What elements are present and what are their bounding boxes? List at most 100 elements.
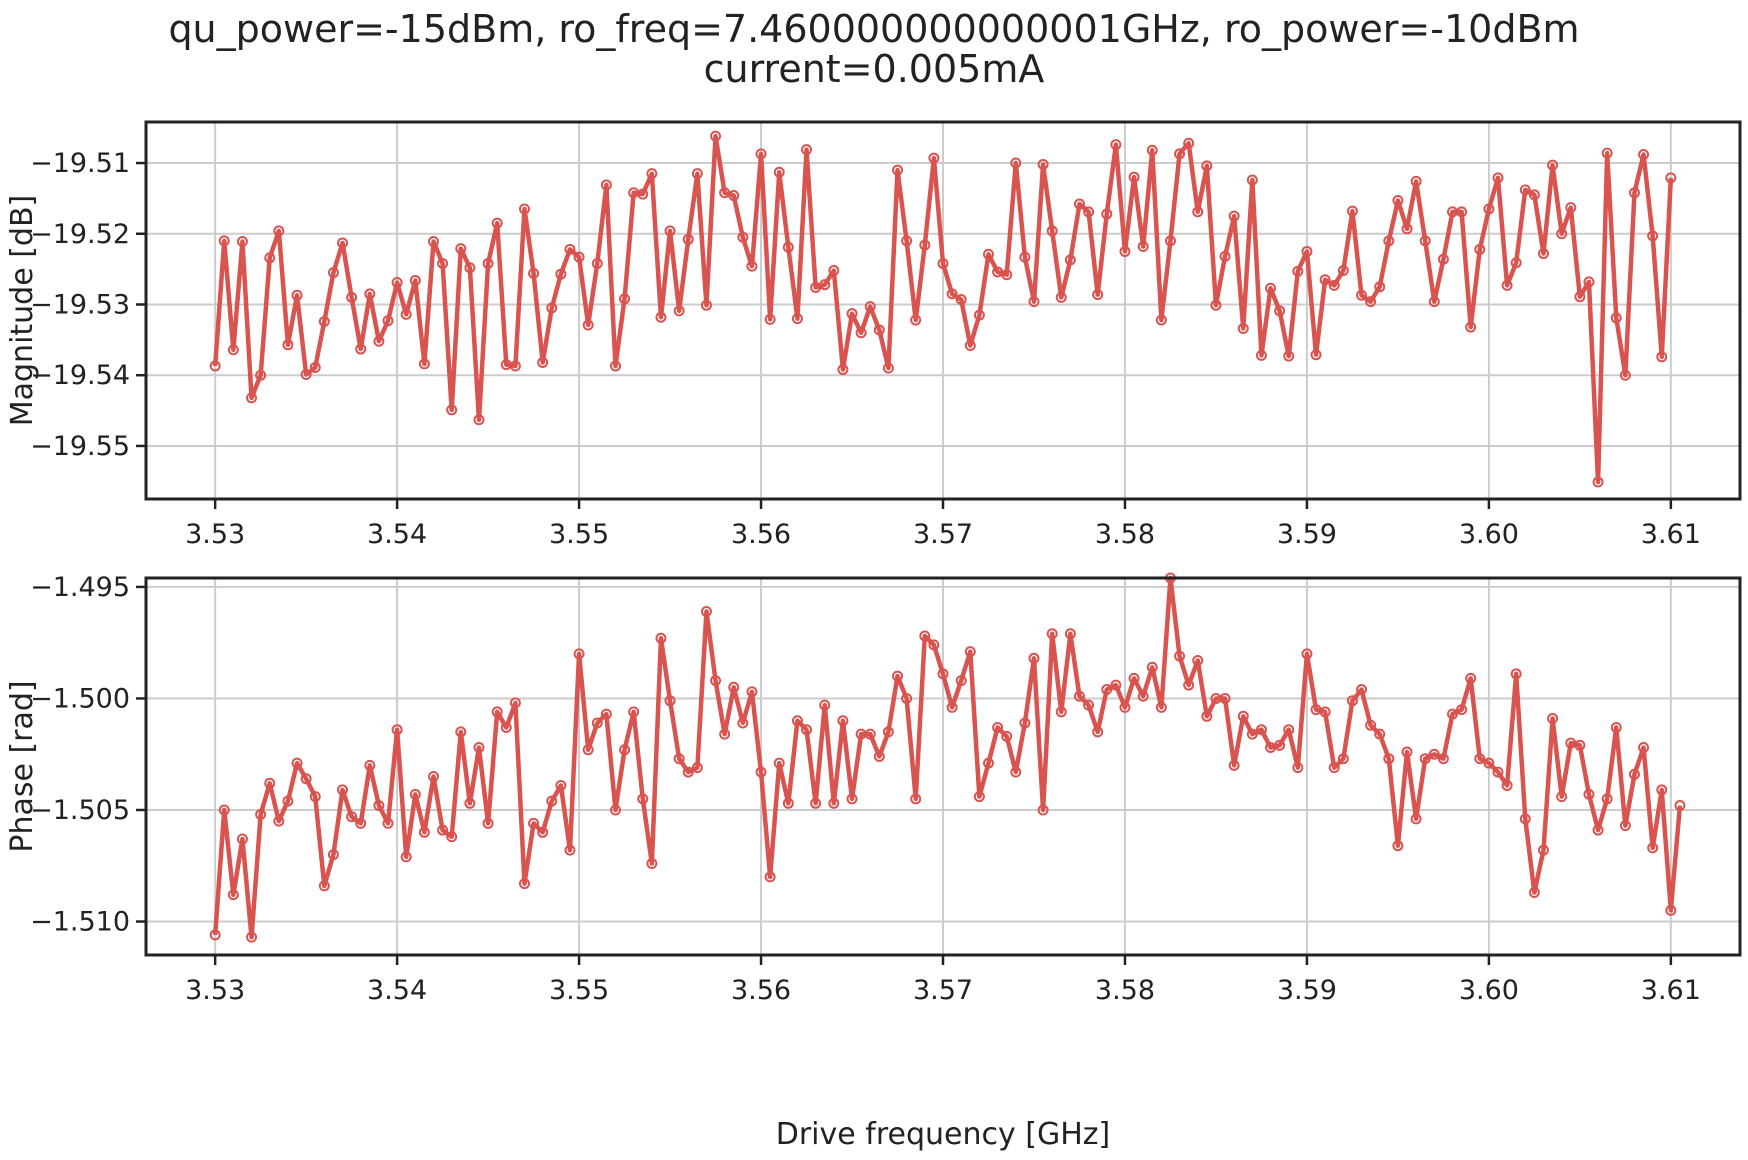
magnitude-data-point <box>1101 208 1113 220</box>
magnitude-data-point <box>710 130 722 142</box>
phase-data-point <box>1328 762 1340 774</box>
magnitude-data-point <box>1283 350 1295 362</box>
magnitude-data-point <box>855 327 867 339</box>
magnitude-data-point <box>1019 251 1031 263</box>
magnitude-data-point <box>1574 291 1586 303</box>
phase-data-point <box>1028 652 1040 664</box>
phase-y-tick-label: −1.505 <box>30 795 130 826</box>
phase-data-point <box>600 708 612 720</box>
magnitude-data-point <box>473 414 485 426</box>
phase-data-point <box>218 804 230 816</box>
magnitude-data-point <box>1183 137 1195 149</box>
phase-data-point <box>1037 804 1049 816</box>
magnitude-data-point <box>973 309 985 321</box>
phase-data-point <box>1638 742 1650 754</box>
phase-data-point <box>1119 701 1131 713</box>
magnitude-data-point <box>518 203 530 215</box>
phase-data-point <box>1228 759 1240 771</box>
magnitude-data-point <box>309 361 321 373</box>
phase-data-point <box>755 766 767 778</box>
phase-data-point <box>1447 708 1458 720</box>
phase-data-point <box>882 726 894 738</box>
magnitude-data-point <box>337 237 349 249</box>
phase-data-point <box>655 632 667 644</box>
magnitude-x-tick-label: 3.60 <box>1459 519 1519 550</box>
phase-data-point <box>673 753 685 765</box>
phase-data-point <box>1356 684 1368 696</box>
magnitude-data-point <box>1028 296 1040 308</box>
phase-data-point <box>1192 655 1204 667</box>
phase-data-point <box>728 681 740 693</box>
magnitude-data-point <box>537 356 549 368</box>
phase-data-point <box>982 757 994 769</box>
phase-data-point <box>1274 739 1286 751</box>
phase-data-point <box>337 784 349 796</box>
magnitude-data-point <box>1519 184 1531 196</box>
magnitude-data-point <box>1246 174 1258 186</box>
phase-data-point <box>455 726 467 738</box>
phase-data-point <box>937 668 949 680</box>
phase-data-point <box>1155 701 1167 713</box>
magnitude-data-point <box>1137 240 1149 252</box>
phase-data-point <box>500 721 512 733</box>
magnitude-data-point <box>773 166 785 178</box>
phase-axes-frame <box>144 576 1742 957</box>
magnitude-x-tick-label: 3.53 <box>185 519 245 550</box>
magnitude-data-point <box>373 335 385 347</box>
magnitude-axes-frame <box>144 120 1742 501</box>
magnitude-data-point <box>1401 223 1413 235</box>
phase-data-point <box>782 797 794 809</box>
phase-data-point <box>646 858 658 870</box>
magnitude-data-point <box>564 243 576 255</box>
magnitude-data-point <box>728 190 740 202</box>
phase-data-point <box>564 844 576 856</box>
phase-panel: 3.53 3.54 3.55 3.56 3.57 3.58 3.59 3.60 3.61 −1.5… <box>5 572 1742 1152</box>
magnitude-data-point <box>1274 305 1286 317</box>
phase-data-point <box>264 777 276 789</box>
phase-data-point <box>810 797 822 809</box>
magnitude-data-point <box>437 257 449 269</box>
magnitude-data-point <box>1046 225 1058 237</box>
magnitude-data-point <box>1428 296 1440 308</box>
phase-data-point <box>1064 628 1076 640</box>
magnitude-data-point <box>673 305 685 317</box>
magnitude-data-point <box>964 340 976 352</box>
phase-data-point <box>964 646 976 658</box>
phase-data-point <box>901 692 913 704</box>
phase-data-point <box>1428 748 1440 760</box>
phase-data-point <box>1656 784 1668 796</box>
phase-ticks: 3.53 3.54 3.55 3.56 3.57 3.58 3.59 3.60 3.61 −1.5… <box>30 572 1701 1006</box>
phase-data-point <box>1237 710 1249 722</box>
magnitude-data-point <box>1365 296 1377 308</box>
phase-data-point <box>928 639 940 651</box>
magnitude-data-point <box>1619 369 1631 381</box>
magnitude-data-point <box>236 236 248 248</box>
magnitude-data-point <box>1174 148 1186 160</box>
phase-data-point <box>609 804 621 816</box>
magnitude-data-point <box>1192 206 1204 218</box>
phase-data-point <box>801 724 813 736</box>
magnitude-data-point <box>1374 281 1386 293</box>
phase-data-point <box>1101 684 1113 696</box>
phase-data-point <box>1255 724 1267 736</box>
magnitude-data-point <box>737 231 749 243</box>
magnitude-data-point <box>1001 269 1013 281</box>
magnitude-data-point <box>901 235 913 247</box>
phase-data-point <box>746 686 758 698</box>
phase-data-point <box>246 931 258 943</box>
magnitude-y-axis-label: Magnitude [dB] <box>5 195 40 427</box>
phase-data-point <box>710 675 722 687</box>
magnitude-data-point <box>1356 289 1368 301</box>
magnitude-data-point <box>664 225 676 237</box>
phase-data-point <box>1583 788 1595 800</box>
magnitude-data-point <box>1228 210 1240 222</box>
phase-data-point <box>1419 753 1431 765</box>
magnitude-data-point <box>1547 159 1559 171</box>
phase-data-point <box>1610 721 1622 733</box>
phase-data-point <box>1183 679 1195 691</box>
phase-data-point <box>355 817 367 829</box>
magnitude-data-point <box>582 319 594 331</box>
magnitude-data-point <box>382 315 394 327</box>
phase-data-point <box>309 791 321 803</box>
